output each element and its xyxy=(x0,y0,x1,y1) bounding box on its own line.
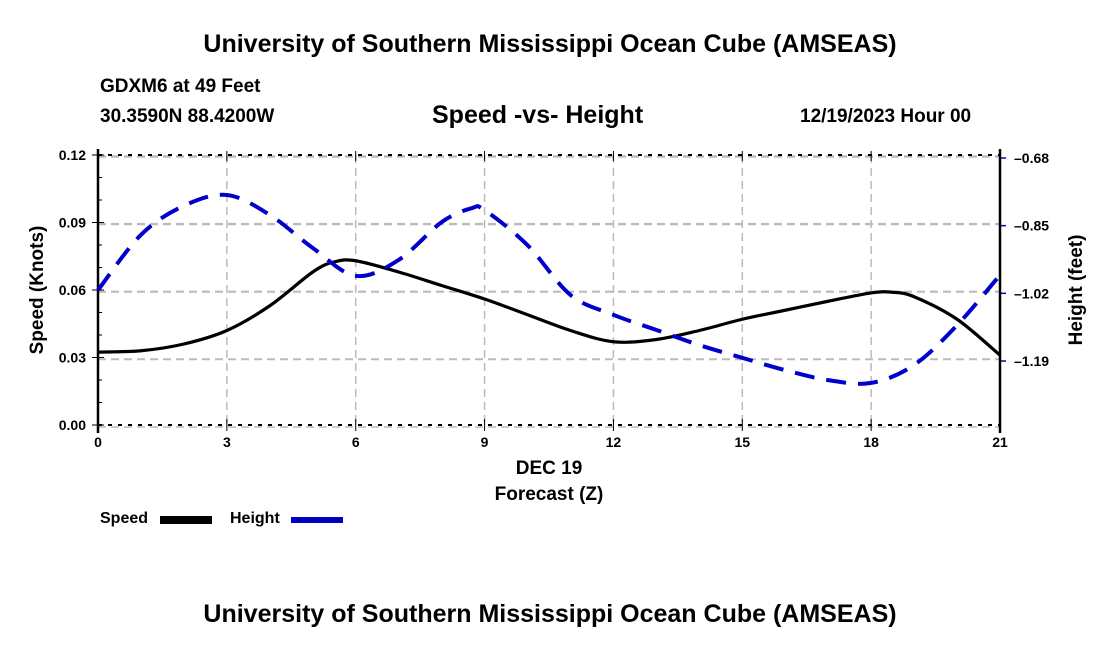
y-tick-label: 0.03 xyxy=(59,350,86,366)
series-height-line xyxy=(96,192,1002,386)
y2-tick-label: –0.68 xyxy=(1014,150,1049,166)
series xyxy=(96,192,1002,386)
x-tick-label: 6 xyxy=(352,434,360,450)
chart-header-title: University of Southern Mississippi Ocean… xyxy=(203,30,897,58)
x-tick-label: 18 xyxy=(863,434,879,450)
station-label: GDXM6 at 49 Feet xyxy=(100,76,261,97)
x-tick-label: 9 xyxy=(481,434,489,450)
y2-tick-label: –1.02 xyxy=(1014,285,1049,301)
x-axis-date-label: DEC 19 xyxy=(516,458,583,479)
series-speed-line xyxy=(97,258,1002,357)
legend-speed-label: Speed xyxy=(100,510,149,527)
legend-height-swatch xyxy=(291,517,343,523)
y-axis-title: Speed (Knots) xyxy=(27,226,48,355)
forecast-datetime: 12/19/2023 Hour 00 xyxy=(800,106,972,127)
x-tick-label: 15 xyxy=(734,434,750,450)
y-tick-label: 0.12 xyxy=(59,147,86,163)
x-axis-title: Forecast (Z) xyxy=(495,484,604,505)
legend-speed-swatch xyxy=(160,516,212,524)
chart-title: Speed -vs- Height xyxy=(432,101,644,129)
chart-footer-title: University of Southern Mississippi Ocean… xyxy=(203,600,897,628)
y2-tick-label: –1.19 xyxy=(1014,353,1049,369)
y2-axis-title: Height (feet) xyxy=(1066,235,1087,346)
x-tick-label: 3 xyxy=(223,434,231,450)
y-tick-label: 0.09 xyxy=(59,215,86,231)
x-tick-label: 0 xyxy=(94,434,102,450)
y-tick-label: 0.06 xyxy=(59,282,86,298)
x-tick-label: 21 xyxy=(992,434,1008,450)
x-tick-label: 12 xyxy=(606,434,622,450)
y2-tick-label: –0.85 xyxy=(1014,218,1049,234)
axis-labels: 0 3 6 9 12 15 18 21 0.00 0.03 0.06 0.09 0.12 –0.68 –0.… xyxy=(59,147,1049,450)
legend-height-label: Height xyxy=(230,510,280,527)
axes xyxy=(92,149,1006,433)
coordinates-label: 30.3590N 88.4200W xyxy=(100,106,275,127)
y-tick-label: 0.00 xyxy=(59,417,86,433)
